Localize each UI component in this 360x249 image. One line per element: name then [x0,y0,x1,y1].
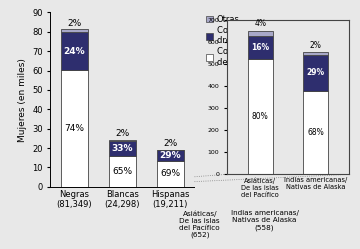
Legend: Otras, Consumo de
drogas inyectables, Contacto heterosexual
de alto riesgo: Otras, Consumo de drogas inyectables, Co… [206,15,312,67]
Bar [109,140,136,141]
Text: 29%: 29% [307,68,325,77]
Bar [109,156,136,187]
Text: 33%: 33% [112,144,133,153]
Text: 16%: 16% [251,43,269,52]
Bar [61,70,87,187]
Bar [61,29,87,32]
Bar [61,32,87,70]
Bar [303,53,328,55]
Text: 69%: 69% [160,169,180,179]
Bar [248,36,273,59]
Text: 24%: 24% [64,47,85,56]
Text: 29%: 29% [159,151,181,160]
Text: 2%: 2% [115,129,130,138]
Text: 65%: 65% [112,167,132,176]
Text: 2%: 2% [163,139,177,148]
Text: 4%: 4% [254,19,266,28]
Bar [303,91,328,174]
Bar [248,59,273,174]
Text: Asiáticas/
De las islas
del Pacífico
(652): Asiáticas/ De las islas del Pacífico (65… [180,210,220,238]
Y-axis label: Mujeres (en miles): Mujeres (en miles) [18,58,27,141]
Text: 2%: 2% [67,19,81,28]
Bar [157,150,184,161]
Text: 68%: 68% [307,128,324,137]
Bar [248,31,273,36]
Text: Indias americanas/
Nativas de Alaska
(558): Indias americanas/ Nativas de Alaska (55… [231,210,298,231]
Text: 2%: 2% [310,41,322,50]
Text: 74%: 74% [64,124,84,133]
Bar [303,55,328,91]
Bar [109,141,136,156]
Bar [157,161,184,187]
Text: 80%: 80% [252,112,269,121]
